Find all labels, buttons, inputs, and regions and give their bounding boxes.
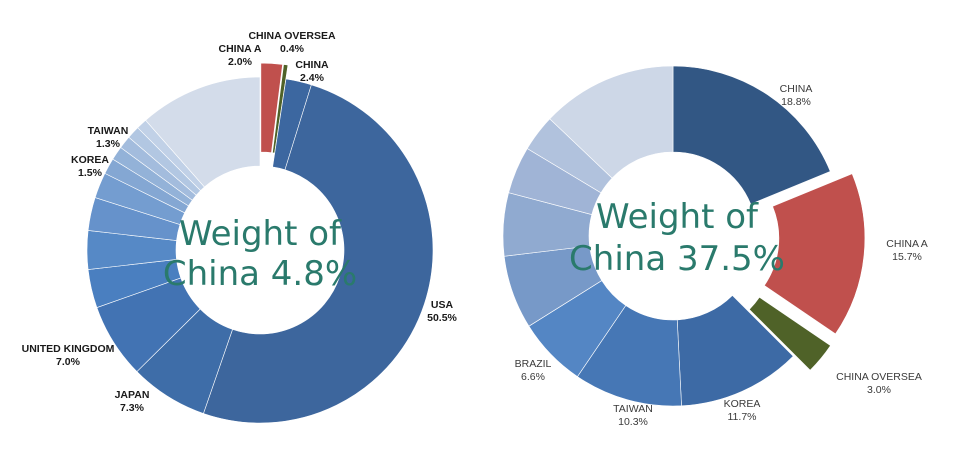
slice-label-korea: KOREA: [71, 154, 109, 166]
donut-left-slices: [86, 62, 434, 424]
donut-left-center-text: Weight of China 4.8%: [163, 214, 357, 294]
slice-value-china-a: 2.0%: [228, 56, 253, 68]
center-text-line-2: China 4.8%: [163, 254, 357, 294]
slice-label-brazil: BRAZIL: [515, 358, 552, 370]
slice-label-united-kingdom: UNITED KINGDOM: [22, 343, 115, 355]
slice-label-taiwan: TAIWAN: [613, 403, 653, 415]
slice-label-china-oversea: CHINA OVERSEA: [248, 30, 336, 42]
slice-label-china-oversea: CHINA OVERSEA: [836, 371, 922, 383]
slice-label-china: CHINA: [780, 83, 813, 95]
center-text-line-1: Weight of: [596, 197, 759, 237]
slice-other-10: [549, 65, 674, 179]
slice-label-usa: USA: [431, 299, 454, 311]
slice-china-oversea: [748, 296, 831, 371]
slice-value-taiwan: 1.3%: [96, 138, 121, 150]
slice-label-japan: JAPAN: [115, 389, 150, 401]
slice-value-china-oversea: 3.0%: [867, 384, 891, 396]
slice-value-korea: 1.5%: [78, 167, 103, 179]
slice-value-brazil: 6.6%: [521, 371, 545, 383]
slice-other-15: [145, 76, 261, 188]
slice-china: [672, 65, 831, 205]
slice-label-taiwan: TAIWAN: [88, 125, 129, 137]
slice-value-usa: 50.5%: [427, 312, 457, 324]
slice-label-china-a: CHINA A: [886, 238, 927, 250]
slice-usa: [203, 84, 434, 424]
slice-china-a: [260, 62, 283, 154]
slice-label-korea: KOREA: [724, 398, 761, 410]
slice-value-china: 2.4%: [300, 72, 325, 84]
slice-value-taiwan: 10.3%: [618, 416, 648, 428]
slice-value-japan: 7.3%: [120, 402, 145, 414]
slice-label-china: CHINA: [295, 59, 329, 71]
slice-label-china-a: CHINA A: [219, 43, 262, 55]
slice-value-china-a: 15.7%: [892, 251, 922, 263]
center-text-line-1: Weight of: [179, 214, 342, 254]
slice-value-korea: 11.7%: [728, 411, 757, 423]
slice-value-china-oversea: 0.4%: [280, 43, 305, 55]
slice-value-china: 18.8%: [781, 96, 811, 108]
donut-right-slices: [502, 65, 866, 407]
slice-china-a: [763, 173, 866, 335]
slice-value-united-kingdom: 7.0%: [56, 356, 81, 368]
center-text-line-2: China 37.5%: [569, 239, 785, 279]
donut-right-center-text: Weight of China 37.5%: [569, 197, 785, 279]
